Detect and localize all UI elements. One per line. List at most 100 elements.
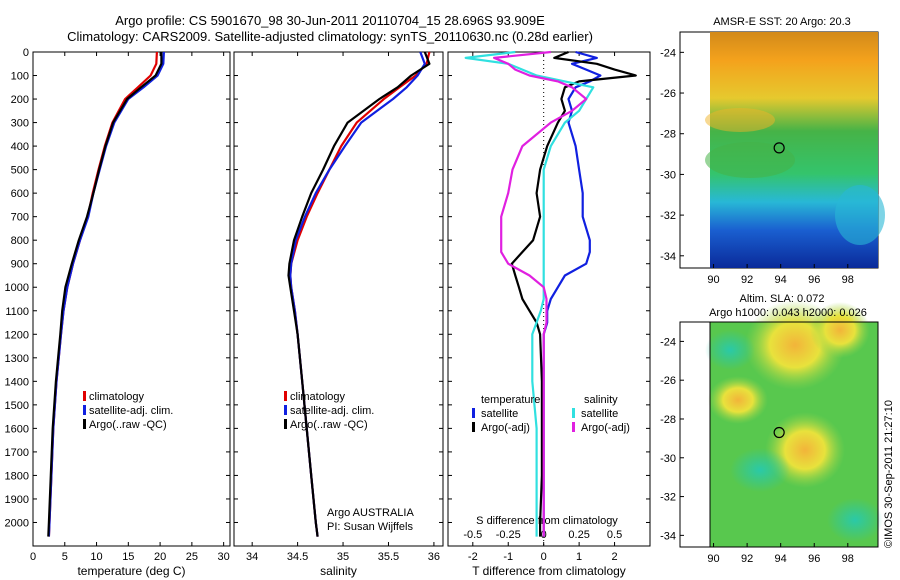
series-line [493, 50, 588, 537]
lon-tick-label: 94 [775, 553, 787, 565]
x-tick-label: 34.5 [287, 551, 308, 563]
lat-tick-label: -28 [660, 129, 676, 141]
x-tick-label: 15 [122, 551, 134, 563]
chart-title-line1: Argo profile: CS 5901670_98 30-Jun-2011 … [115, 13, 545, 28]
sla_map-subtitle: Argo h1000: 0.043 h2000: 0.026 [709, 307, 867, 319]
legend-swatch [472, 408, 475, 418]
x-tick-label: 10 [90, 551, 102, 563]
temperature-panel: 0100200300400500600700800900100011001200… [5, 47, 231, 578]
depth-tick-label: 200 [11, 94, 29, 106]
legend-label: climatology [290, 391, 346, 403]
sst_map: -24 -26 -28 -30 -32 -34 90 92 94 96 98 AMSR-E SST: … [660, 16, 885, 286]
depth-tick-label: 1200 [5, 329, 29, 341]
legend-label: satellite [581, 408, 618, 420]
difference-frame [447, 51, 651, 547]
lon-tick-label: 96 [808, 553, 820, 565]
lon-tick-label: 90 [707, 553, 719, 565]
depth-tick-label: 500 [11, 165, 29, 177]
depth-tick-label: 900 [11, 259, 29, 271]
lat-tick-label: -24 [660, 47, 676, 59]
series-line [464, 50, 595, 537]
x-tick-label: 5 [62, 551, 68, 563]
depth-tick-label: 1800 [5, 470, 29, 482]
legend-salinity-title: salinity [584, 394, 618, 406]
lat-tick-label: -30 [660, 453, 676, 465]
legend-label: Argo(..raw -QC) [290, 419, 368, 431]
salinity-tick-label: -0.25 [496, 529, 521, 541]
x-tick-label: 34 [246, 551, 258, 563]
legend-swatch [83, 419, 86, 429]
x-tick-label: -2 [468, 551, 478, 563]
x-tick-label: 35 [337, 551, 349, 563]
difference-xlabel: T difference from climatology [472, 564, 626, 578]
copyright-stamp: ©IMOS 30-Sep-2011 21:27:10 [883, 400, 895, 548]
legend-swatch [83, 405, 86, 415]
lon-tick-label: 94 [775, 274, 787, 286]
sla_map-title: Altim. SLA: 0.072 [740, 293, 825, 305]
temperature-xlabel: temperature (deg C) [77, 564, 185, 578]
salinity-tick-label: 0.25 [568, 529, 589, 541]
salinity-tick-label: -0.5 [463, 529, 482, 541]
depth-tick-label: 0 [23, 47, 29, 59]
depth-tick-label: 2000 [5, 517, 29, 529]
x-tick-label: -1 [503, 551, 513, 563]
series-line [287, 51, 431, 537]
lon-tick-label: 92 [741, 274, 753, 286]
legend-label: satellite-adj. clim. [89, 405, 173, 417]
legend-swatch [284, 405, 287, 415]
depth-tick-label: 1500 [5, 400, 29, 412]
lat-tick-label: -34 [660, 530, 676, 542]
chart-title-line2: Climatology: CARS2009. Satellite-adjuste… [67, 29, 593, 44]
lon-tick-label: 98 [842, 274, 854, 286]
lat-tick-label: -34 [660, 251, 676, 263]
sst_map-title: AMSR-E SST: 20 Argo: 20.3 [713, 16, 851, 28]
x-tick-label: 0 [30, 551, 36, 563]
lat-tick-label: -28 [660, 414, 676, 426]
depth-tick-label: 1000 [5, 282, 29, 294]
legend-label: Argo(-adj) [481, 422, 530, 434]
salinity-xlabel: salinity [320, 564, 357, 578]
lon-tick-label: 98 [842, 553, 854, 565]
x-tick-label: 36 [428, 551, 440, 563]
series-line [510, 50, 637, 537]
lon-tick-label: 92 [741, 553, 753, 565]
sla-feature [708, 376, 768, 424]
legend-swatch [83, 391, 86, 401]
depth-tick-label: 700 [11, 212, 29, 224]
note-line-1: Argo AUSTRALIA [327, 507, 414, 519]
salinity-frame [233, 51, 444, 547]
sla-feature [705, 330, 755, 370]
legend-label: climatology [89, 391, 145, 403]
argo-provider-note: Argo AUSTRALIA PI: Susan Wijffels [327, 506, 414, 534]
sst-feature [835, 185, 885, 245]
sst-feature [705, 142, 795, 178]
sla-border [709, 321, 879, 548]
depth-tick-label: 300 [11, 118, 29, 130]
legend-label: satellite-adj. clim. [290, 405, 374, 417]
temperature-frame [32, 51, 231, 547]
sla_map: -24 -26 -28 -30 -32 -34 90 92 94 96 98 Altim. SLA: … [660, 293, 883, 565]
x-tick-label: 25 [186, 551, 198, 563]
legend-label: Argo(..raw -QC) [89, 419, 167, 431]
salinity-tick-label: 0.5 [607, 529, 622, 541]
sst-feature [705, 108, 775, 132]
salinity-difference-label: S difference from climatology [476, 515, 618, 527]
lon-tick-label: 90 [707, 274, 719, 286]
sla-feature [810, 302, 870, 358]
difference-panel: -2 -1 0 1 2T difference from climatology S di… [447, 50, 651, 578]
depth-tick-label: 600 [11, 188, 29, 200]
legend-label: Argo(-adj) [581, 422, 630, 434]
legend-swatch [284, 419, 287, 429]
sla-feature [730, 448, 790, 492]
legend-swatch [572, 408, 575, 418]
note-line-2: PI: Susan Wijffels [327, 521, 413, 533]
depth-tick-label: 1700 [5, 447, 29, 459]
lat-tick-label: -32 [660, 492, 676, 504]
depth-tick-label: 1300 [5, 353, 29, 365]
depth-tick-label: 800 [11, 235, 29, 247]
depth-tick-label: 1600 [5, 423, 29, 435]
salinity-panel: 34 34.5 35 35.5 36 salinity climatology satelli… [233, 51, 444, 578]
depth-tick-label: 400 [11, 141, 29, 153]
legend-swatch [472, 422, 475, 432]
